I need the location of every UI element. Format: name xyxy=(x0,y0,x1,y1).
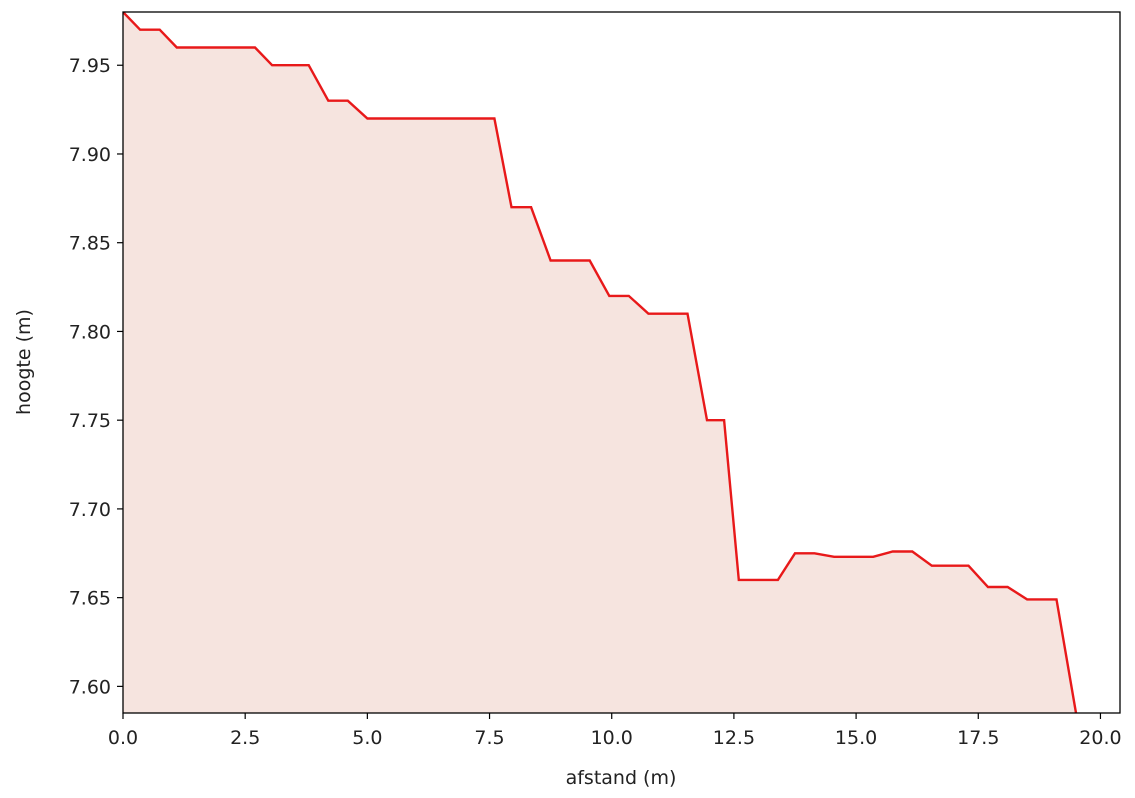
series-group xyxy=(123,12,1078,713)
y-tick-label: 7.80 xyxy=(69,321,111,343)
y-tick-label: 7.95 xyxy=(69,55,111,77)
y-tick-label: 7.75 xyxy=(69,410,111,432)
x-tick-label: 20.0 xyxy=(1079,727,1121,749)
x-tick-label: 15.0 xyxy=(835,727,877,749)
x-tick-label: 7.5 xyxy=(474,727,504,749)
y-tick-label: 7.65 xyxy=(69,588,111,610)
x-tick-label: 17.5 xyxy=(957,727,999,749)
y-axis-label: hoogte (m) xyxy=(13,309,35,415)
y-tick-label: 7.70 xyxy=(69,499,111,521)
y-tick-label: 7.90 xyxy=(69,144,111,166)
x-tick-label: 2.5 xyxy=(230,727,260,749)
x-tick-label: 5.0 xyxy=(352,727,382,749)
plot-frame xyxy=(122,11,1121,714)
x-tick-label: 10.0 xyxy=(591,727,633,749)
y-tick-label: 7.85 xyxy=(69,233,111,255)
y-tick-label: 7.60 xyxy=(69,676,111,698)
x-tick-label: 0.0 xyxy=(108,727,138,749)
plot-area xyxy=(123,12,1078,713)
x-axis-label: afstand (m) xyxy=(566,767,677,789)
x-tick-label: 12.5 xyxy=(713,727,755,749)
series-area-fill xyxy=(123,12,1076,713)
series-line xyxy=(123,12,1078,713)
axes: 0.0 2.5 5.0 7.5 10.0 12.5 15.0 17.5 20.0 7.60 7.65… xyxy=(69,11,1122,749)
